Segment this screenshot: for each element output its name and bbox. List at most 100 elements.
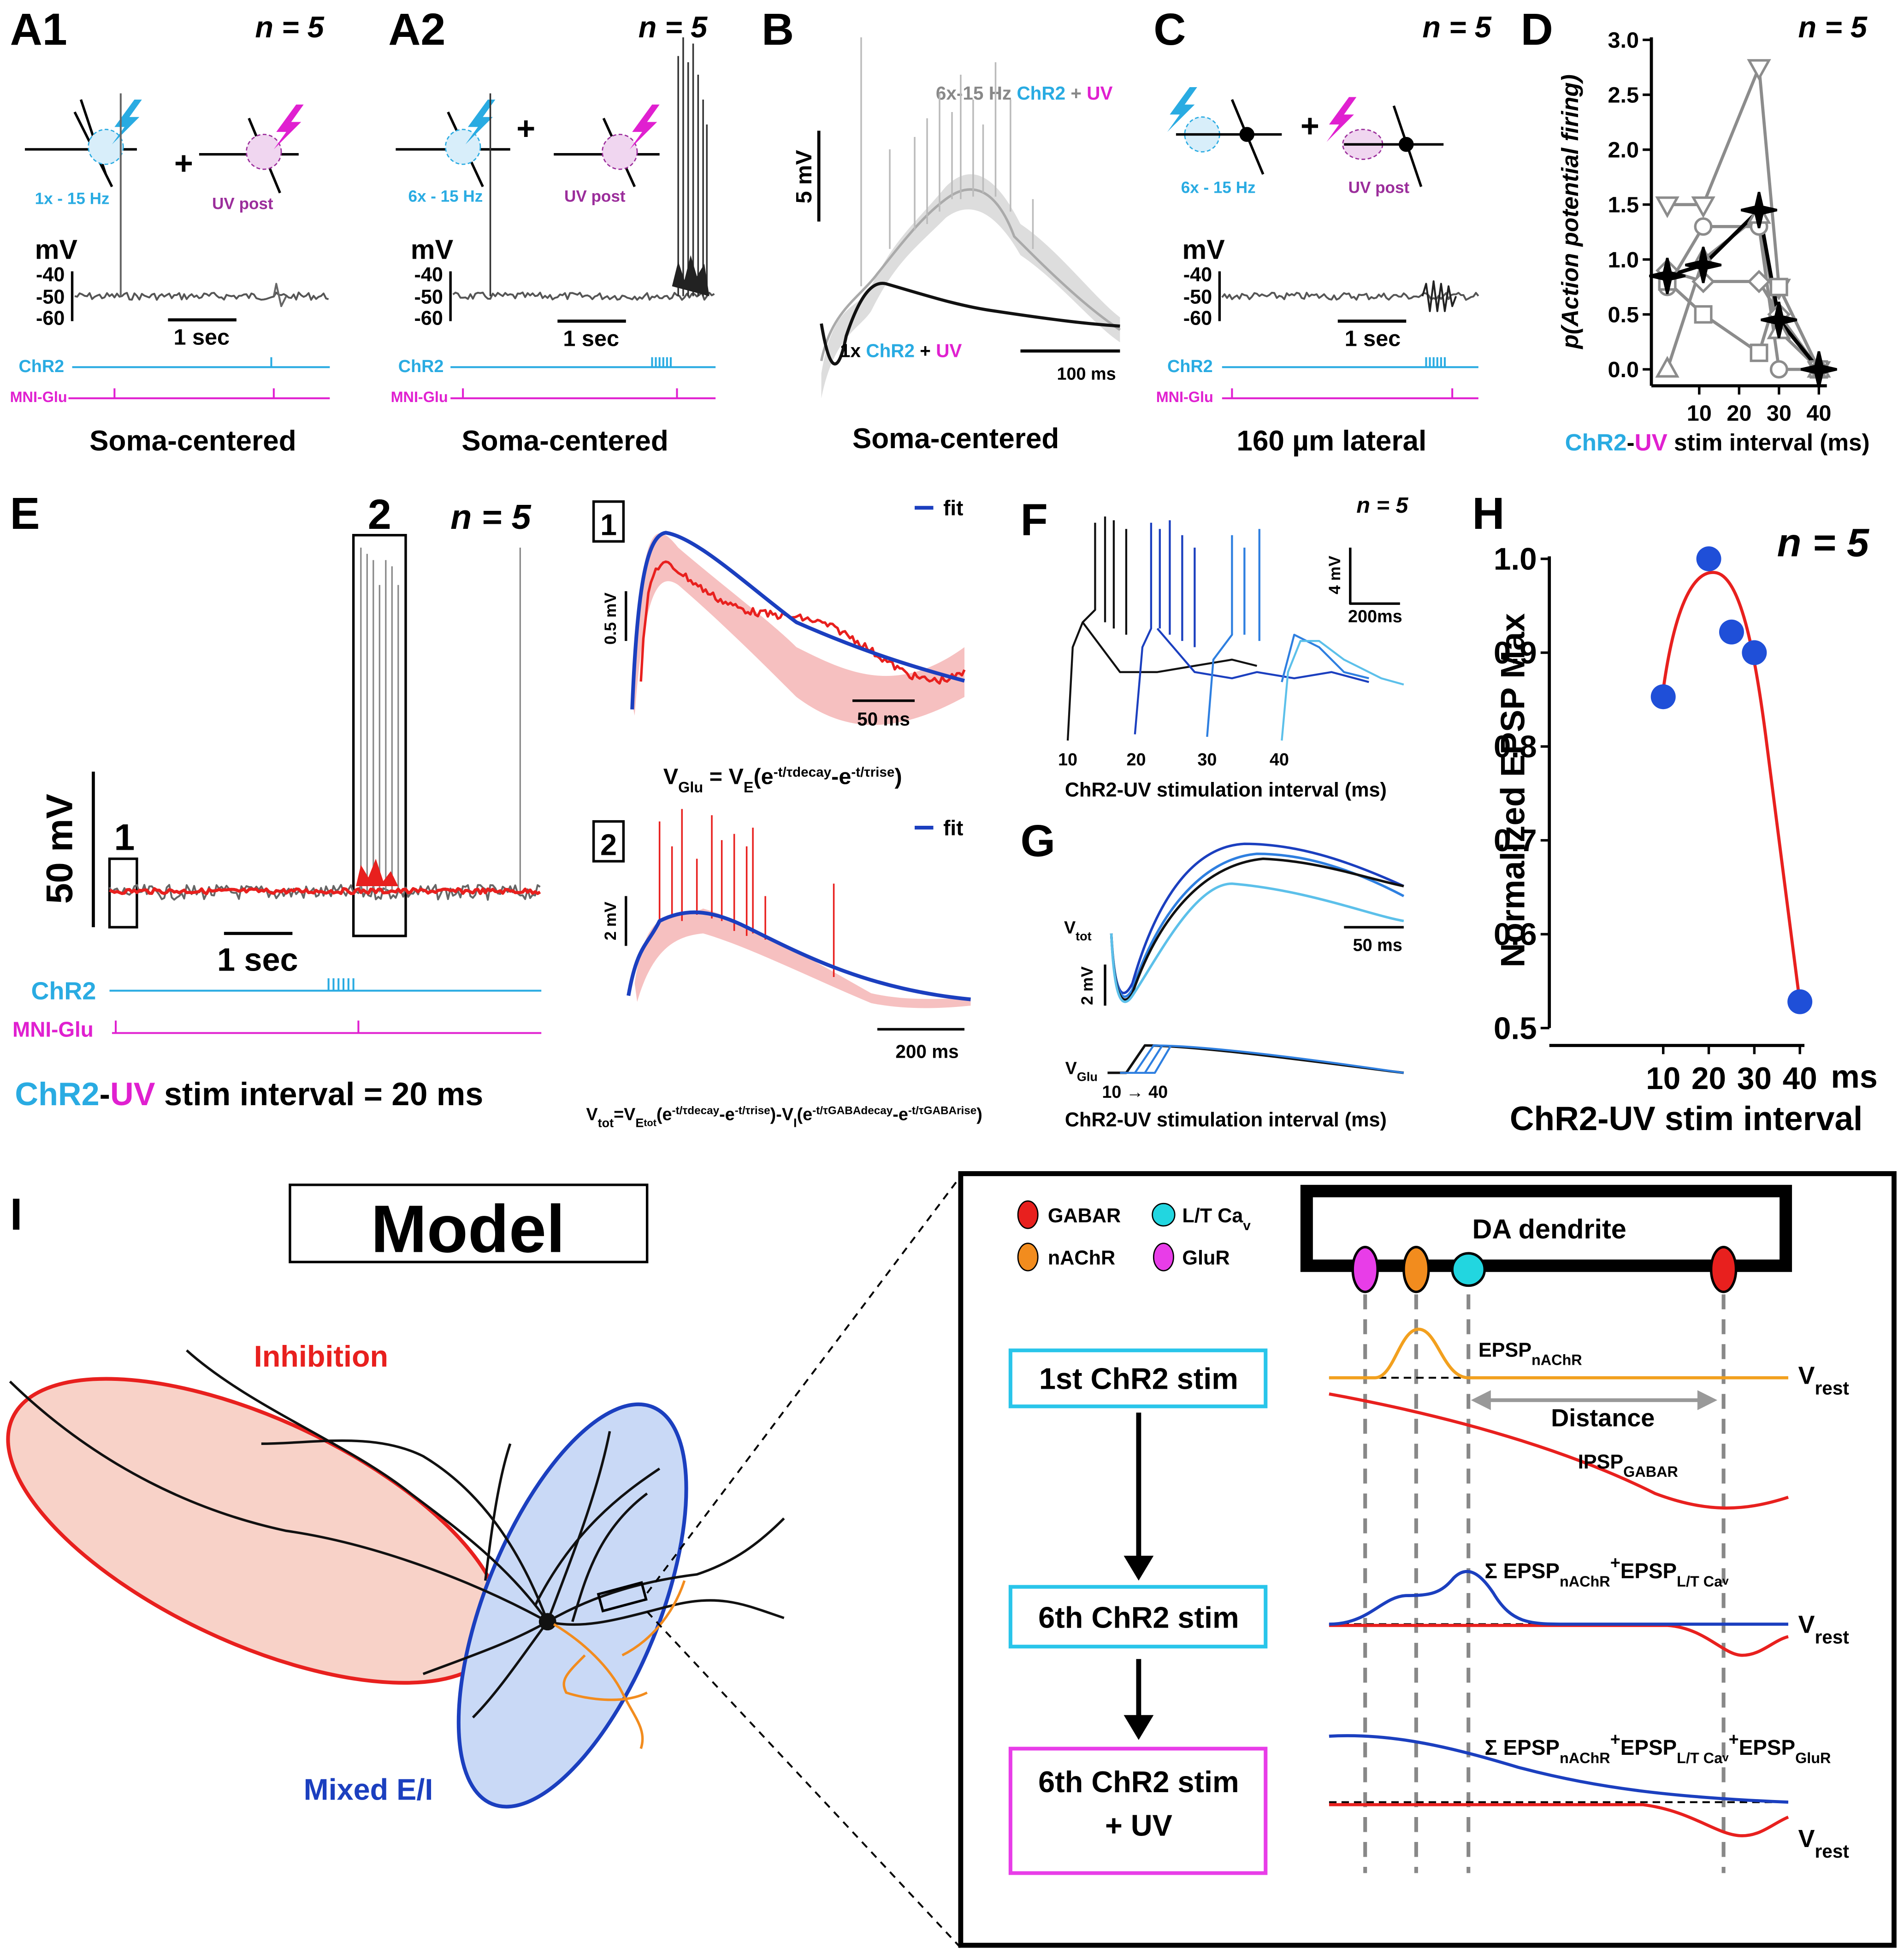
data-point	[1719, 619, 1744, 645]
channel	[1402, 1246, 1430, 1293]
step-box	[1008, 1747, 1268, 1875]
mixed-zone	[456, 1402, 688, 1809]
trace	[1281, 640, 1404, 741]
y-tick-label: -60	[1183, 308, 1212, 330]
cell-icon	[1344, 105, 1444, 187]
scale-label: 1 sec	[563, 326, 619, 351]
stim-line-label: ChR2	[31, 977, 96, 1005]
spike	[360, 547, 521, 893]
stim-line	[1222, 357, 1478, 368]
x-tick-label: 20	[1691, 1061, 1726, 1096]
unit: mV	[35, 234, 78, 265]
y-tick-label: 0.6	[1494, 918, 1537, 952]
panel-label: E	[10, 488, 40, 539]
legend-marker	[1017, 1200, 1039, 1229]
model-title: Model	[371, 1191, 565, 1267]
interval-label: 30	[1197, 750, 1217, 770]
caption: Soma-centered	[461, 425, 668, 457]
inset-label: 1	[600, 508, 617, 542]
trace	[820, 188, 1121, 361]
x-unit: ms	[1831, 1058, 1877, 1095]
cell-icon	[1176, 99, 1282, 175]
spike	[658, 809, 835, 977]
interval-label: 20	[1126, 750, 1146, 770]
x-tick-label: 10	[1646, 1061, 1680, 1096]
trace	[1206, 529, 1369, 737]
zoom-line	[646, 1175, 962, 1948]
zone-label: Inhibition	[254, 1339, 388, 1373]
panel-label: G	[1020, 816, 1055, 866]
n-label: n = 5	[1422, 10, 1491, 44]
x-tick-label: 20	[1727, 401, 1751, 426]
legend-label: nAChR	[1048, 1247, 1115, 1269]
step-label: 1st ChR2 stim	[1039, 1362, 1238, 1395]
box-label: 2	[368, 491, 391, 538]
step-box	[1008, 1348, 1268, 1409]
caption: Soma-centered	[852, 423, 1059, 455]
uv-bolt	[1326, 97, 1357, 142]
n-label: n = 5	[639, 10, 708, 44]
data-point	[1761, 302, 1798, 338]
stim-spot	[88, 129, 124, 165]
y-tick-label: -40	[36, 264, 65, 286]
ipsp-curve	[1329, 1623, 1789, 1657]
vrest-label: Vrest	[1798, 1611, 1849, 1648]
data-point	[1694, 217, 1713, 236]
stim-line-label: MNI-Glu	[1156, 389, 1213, 405]
box-label: 1	[114, 817, 135, 859]
x-tick-label: 30	[1767, 401, 1792, 426]
soma	[538, 1613, 556, 1631]
epsp-curve	[1329, 1734, 1789, 1804]
y-tick-label: 0.0	[1608, 357, 1639, 382]
data-point	[1685, 247, 1722, 284]
panel-c: C n = 5 + 6x - 15 Hz UV post mV -40 -50 …	[1153, 4, 1491, 457]
panel-label: B	[762, 4, 794, 54]
x-tick-label: 40	[1783, 1061, 1817, 1096]
data-point	[1649, 257, 1686, 294]
data-point	[1696, 546, 1721, 572]
stim-line	[1222, 388, 1478, 399]
curve-label: Σ EPSPnAChR+EPSPL/T Cav	[1484, 1553, 1729, 1590]
x-tick-label: 40	[1806, 401, 1831, 426]
scale-label: 100 ms	[1057, 364, 1116, 384]
y-tick-label: -40	[1183, 264, 1212, 286]
panel-g: G Vtot 2 mV 50 ms VGlu 10 → 40 ChR2-UV s…	[1020, 816, 1405, 1131]
legend-label: GluR	[1182, 1247, 1230, 1269]
channel	[1709, 1246, 1738, 1293]
uv-spot	[246, 134, 282, 170]
trace	[1120, 1044, 1404, 1074]
data-point	[1750, 343, 1768, 362]
trace	[820, 282, 1120, 366]
burst	[672, 255, 710, 296]
error-band	[634, 908, 971, 1008]
x-tick-label: 30	[1737, 1061, 1772, 1096]
y-tick-label: 0.7	[1494, 823, 1537, 858]
spike	[119, 93, 287, 308]
scale-bar	[1349, 547, 1400, 605]
y-tick-label: 2.0	[1608, 138, 1639, 163]
n-label: n = 5	[1356, 493, 1408, 518]
title-box	[289, 1184, 649, 1263]
dendrite-label: DA dendrite	[1472, 1214, 1626, 1244]
uv-bolt	[273, 104, 304, 149]
panel-label: D	[1521, 4, 1553, 54]
mean-trace	[109, 887, 541, 895]
panel-label: I	[10, 1189, 23, 1239]
neuron	[9, 1349, 785, 1719]
y-tick-label: 2.5	[1608, 83, 1639, 108]
stim-spot	[445, 129, 481, 165]
data-point	[1747, 59, 1771, 81]
y-tick-label: -60	[414, 308, 443, 330]
stim-line	[450, 357, 716, 368]
n-label: n = 5	[1798, 10, 1868, 44]
equation: VGlu = VE(e-t/τdecay-e-t/τrise)	[663, 764, 902, 796]
y-tick-label: -40	[414, 264, 443, 286]
data-point	[1747, 270, 1771, 294]
data-point	[1769, 278, 1788, 296]
panel-label: A1	[10, 4, 67, 54]
plus: +	[516, 110, 535, 146]
stim-line	[72, 357, 330, 368]
panel-a2: A2 n = 5 + 6x - 15 Hz UV post mV -40 -50…	[388, 4, 716, 457]
scale-label: 2 mV	[602, 901, 620, 940]
ipsp-curve	[1329, 1392, 1789, 1510]
